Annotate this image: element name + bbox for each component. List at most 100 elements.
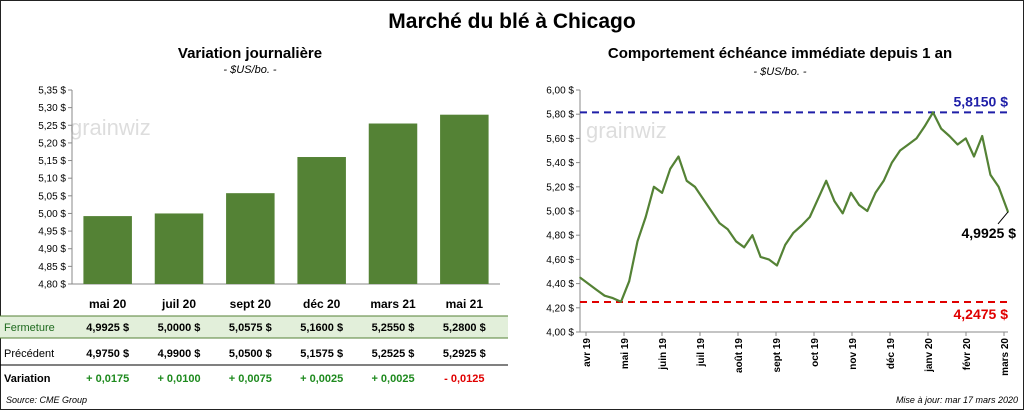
table-cell: + 0,0075 [229, 373, 272, 385]
y-tick-label: 4,95 $ [38, 227, 66, 238]
series-point [685, 179, 688, 182]
series-point [636, 240, 639, 243]
series-point [915, 137, 918, 140]
series-point [948, 135, 951, 137]
series-point [653, 186, 655, 188]
bar-1 [154, 213, 204, 284]
y-tick-label: 5,00 $ [38, 209, 66, 220]
series-point [907, 143, 910, 146]
series-point [710, 210, 713, 212]
x-tick-label: oct 19 [810, 338, 821, 367]
series-point [579, 276, 581, 279]
series-point [964, 137, 967, 140]
series-point [850, 192, 852, 194]
series-point [899, 149, 901, 152]
series-point [923, 125, 926, 128]
series-point [661, 192, 663, 194]
table-cell: 5,0000 $ [158, 322, 201, 334]
series-point [989, 173, 992, 176]
y-tick-label: 4,40 $ [546, 279, 574, 290]
x-tick-label: août 19 [734, 338, 745, 373]
series-point [751, 234, 754, 236]
bar-0 [83, 216, 132, 284]
y-tick-label: 5,00 $ [546, 207, 574, 218]
y-tick-label: 5,30 $ [38, 103, 66, 114]
y-tick-label: 5,35 $ [38, 86, 66, 97]
table-cell: 5,2550 $ [372, 322, 415, 334]
series-point [603, 294, 606, 297]
series-point [792, 231, 795, 234]
y-tick-label: 5,10 $ [38, 174, 66, 185]
table-cell: 5,1600 $ [300, 322, 343, 334]
series-point [644, 216, 647, 218]
series-point [817, 198, 819, 200]
line-chart-unit: - $US/bo. - [753, 66, 807, 78]
series-point [628, 280, 631, 282]
y-tick-label: 5,15 $ [38, 156, 66, 167]
series-point [620, 300, 622, 303]
series-point [694, 186, 696, 188]
x-tick-label: janv 20 [924, 338, 935, 373]
x-category-label: sept 20 [230, 297, 272, 311]
x-category-label: déc 20 [303, 297, 341, 311]
last-value-label: 4,9925 $ [962, 225, 1017, 241]
max-value-label: 5,8150 $ [954, 93, 1009, 109]
min-value-label: 4,2475 $ [954, 306, 1009, 322]
table-cell: + 0,0175 [86, 373, 129, 385]
x-tick-label: avr 19 [582, 338, 593, 367]
y-tick-label: 6,00 $ [546, 86, 574, 97]
series-point [735, 240, 737, 243]
x-tick-label: juin 19 [658, 338, 669, 371]
series-point [743, 246, 745, 249]
table-cell: 4,9750 $ [86, 348, 129, 360]
x-tick-label: févr 20 [962, 338, 973, 371]
x-tick-label: juil 19 [696, 338, 707, 368]
table-cell: 5,1575 $ [300, 348, 343, 360]
table-cell: 4,9900 $ [158, 348, 201, 360]
bar-chart-unit: - $US/bo. - [223, 64, 277, 76]
y-tick-label: 4,80 $ [38, 280, 66, 291]
x-category-label: mars 21 [370, 297, 416, 311]
y-tick-label: 5,20 $ [38, 138, 66, 149]
series-point [784, 244, 787, 246]
row-highlight [0, 316, 508, 338]
page-title: Marché du blé à Chicago [388, 10, 636, 33]
x-tick-label: mai 19 [620, 338, 631, 370]
series-point [587, 282, 590, 285]
table-cell: - 0,0125 [444, 373, 484, 385]
update-note: Mise à jour: mar 17 mars 2020 [895, 395, 1018, 405]
series-point [997, 186, 1000, 188]
price-table: Fermeture 4,9925 $ 5,0000 $ 5,0575 $ 5,1600 … [0, 315, 508, 385]
series-point [669, 167, 672, 170]
bar-2 [226, 193, 275, 284]
series-point [981, 135, 984, 137]
bar-chart-title: Variation journalière [177, 45, 323, 62]
x-category-label: mai 20 [89, 297, 127, 311]
series-point [956, 143, 959, 146]
line-chart: grainwiz 4,00 $ 4,20 $ 4,40 $ 4,60 $ 4,80 $ 5,… [546, 86, 1017, 376]
series-point [809, 216, 811, 218]
series-point [932, 111, 934, 114]
series-point [882, 179, 885, 182]
x-tick-label: mars 20 [1000, 338, 1011, 376]
series-point [874, 192, 877, 194]
y-tick-label: 5,40 $ [546, 158, 574, 169]
y-tick-label: 5,20 $ [546, 182, 574, 193]
watermark-text: grainwiz [586, 118, 667, 143]
x-category-label: mai 21 [446, 297, 484, 311]
series-point [825, 179, 828, 182]
watermark-logo: grainwiz [586, 118, 667, 143]
series-point [800, 224, 803, 227]
series-point [718, 222, 721, 224]
bar-3 [297, 157, 346, 284]
bar-5 [440, 114, 489, 284]
table-cell: 5,2925 $ [443, 348, 486, 360]
series-point [702, 198, 704, 200]
series-point [759, 256, 762, 258]
series-point [940, 127, 942, 130]
watermark-logo: grainwiz [70, 115, 151, 140]
series-point [677, 155, 680, 158]
table-cell: 5,2800 $ [443, 322, 486, 334]
x-tick-label: sept 19 [772, 338, 783, 373]
series-point [973, 155, 975, 158]
